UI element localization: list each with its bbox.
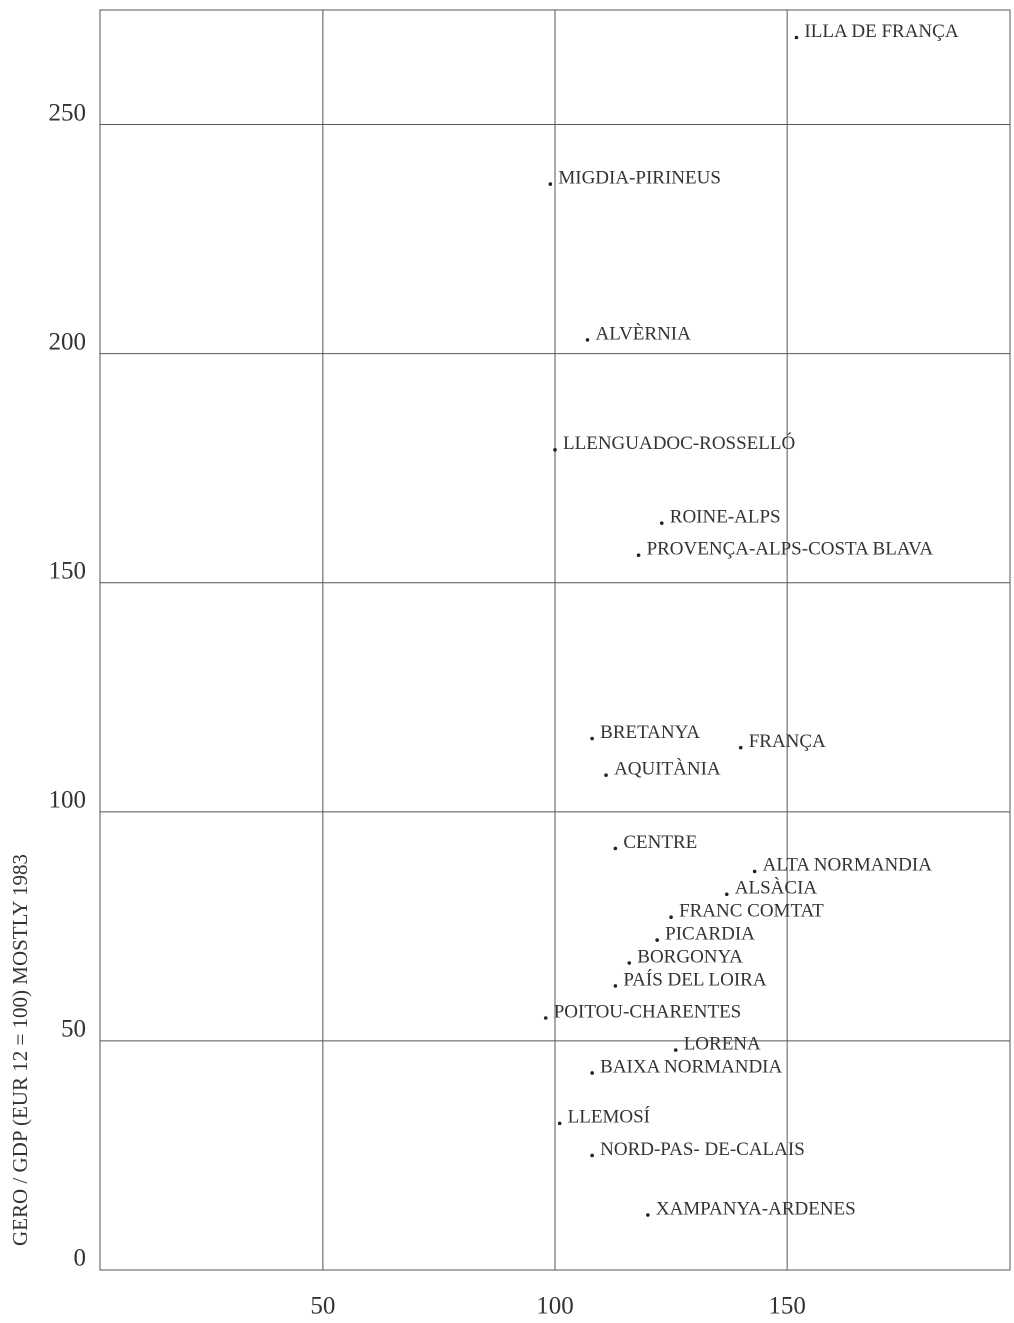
point-label: LLEMOSÍ [568, 1106, 650, 1128]
point-label: ALVÈRNIA [596, 322, 692, 344]
point [636, 553, 641, 558]
point [724, 892, 729, 897]
point-label: XAMPANYA-ARDENES [656, 1198, 856, 1219]
y-tick-label: 100 [49, 787, 87, 814]
point [585, 338, 590, 342]
point [673, 1048, 678, 1052]
point [646, 1213, 650, 1217]
x-tick-label: 150 [768, 1293, 806, 1320]
point [590, 736, 594, 741]
point-label: PAÍS DEL LOIRA [623, 968, 766, 990]
point-label: LORENA [684, 1033, 761, 1054]
y-tick-label: 250 [49, 99, 87, 126]
point [627, 961, 632, 965]
point-label: ALTA NORMANDIA [763, 855, 933, 876]
point [613, 846, 618, 851]
point [590, 1071, 594, 1075]
point [613, 984, 618, 988]
point-label: ROINE-ALPS [670, 507, 781, 528]
x-tick-label: 50 [310, 1293, 335, 1320]
point-label: BORGONYA [637, 946, 743, 967]
point [557, 1121, 562, 1126]
y-tick-label: 200 [49, 328, 87, 355]
point [669, 915, 673, 919]
x-tick-label: 100 [536, 1293, 574, 1320]
point-label: FRANÇA [749, 731, 826, 752]
point [548, 182, 553, 186]
point-label: POITOU-CHARENTES [554, 1001, 742, 1022]
point-label: ALSÀCIA [735, 877, 818, 899]
point [553, 448, 557, 452]
y-tick-label: 50 [61, 1016, 86, 1043]
point [794, 35, 799, 40]
point-label: PICARDIA [665, 923, 755, 944]
point [752, 869, 757, 874]
point [543, 1016, 548, 1020]
point [738, 745, 743, 750]
point [655, 938, 659, 942]
point [590, 1153, 594, 1158]
point-label: BAIXA NORMANDIA [600, 1056, 782, 1077]
point-label: NORD-PAS- DE-CALAIS [600, 1139, 805, 1160]
point-label: LLENGUADOC-ROSSELLÓ [563, 432, 795, 454]
y-tick-label: 0 [74, 1245, 87, 1272]
point-label: MIGDIA-PIRINEUS [558, 167, 721, 188]
point-label: PROVENÇA-ALPS-COSTA BLAVA [647, 539, 934, 560]
point-label: ILLA DE FRANÇA [804, 21, 958, 42]
point-label: AQUITÀNIA [614, 758, 721, 780]
point [604, 773, 608, 777]
point [659, 521, 664, 525]
point-label: CENTRE [623, 832, 697, 853]
y-tick-label: 150 [49, 557, 87, 584]
point-label: FRANC COMTAT [679, 901, 824, 922]
point-label: BRETANYA [600, 722, 700, 743]
y-axis-label: GERO / GDP (EUR 12 = 100) MOSTLY 1983 [8, 854, 32, 1246]
